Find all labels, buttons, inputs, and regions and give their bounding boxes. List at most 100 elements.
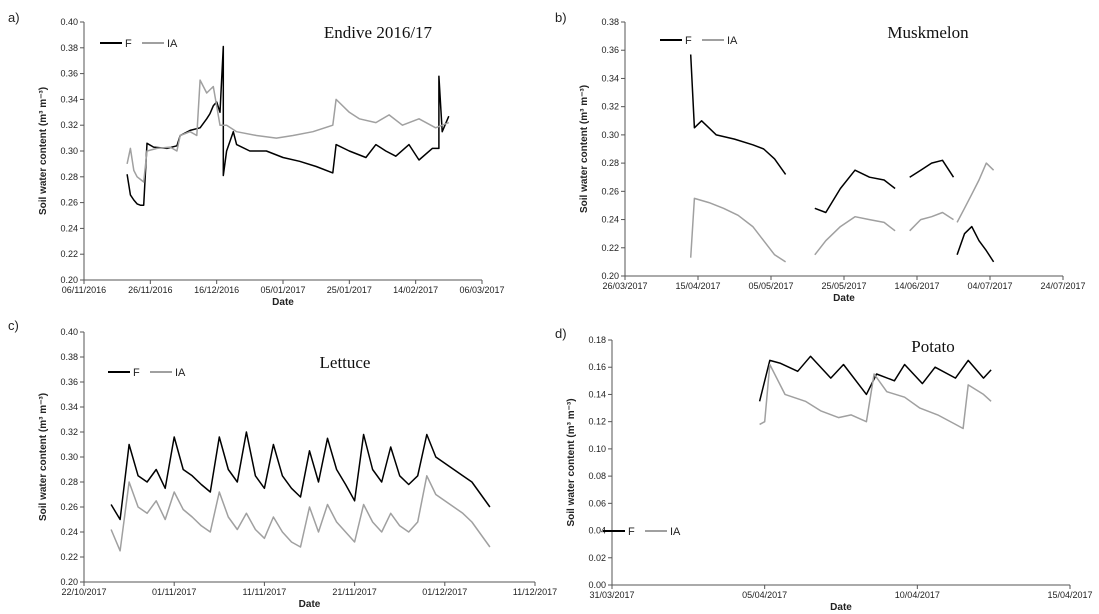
x-tick-label: 06/03/2017 bbox=[459, 285, 504, 295]
chart-title: Lettuce bbox=[320, 353, 371, 372]
y-tick-label: 0.36 bbox=[601, 45, 619, 55]
y-tick-label: 0.08 bbox=[588, 471, 606, 481]
panel-label: c) bbox=[8, 318, 19, 333]
y-tick-label: 0.28 bbox=[601, 158, 619, 168]
y-tick-label: 0.12 bbox=[588, 417, 606, 427]
x-tick-label: 25/01/2017 bbox=[327, 285, 372, 295]
y-tick-label: 0.24 bbox=[60, 223, 78, 233]
y-tick-label: 0.14 bbox=[588, 389, 606, 399]
legend-label-ia: IA bbox=[167, 38, 178, 50]
y-tick-label: 0.26 bbox=[60, 502, 78, 512]
series-line-f-seg-1 bbox=[689, 54, 787, 175]
y-tick-label: 0.38 bbox=[60, 43, 78, 53]
legend-label-f: F bbox=[133, 367, 140, 379]
y-axis-label: Soil water content (m³ m⁻³) bbox=[579, 85, 590, 213]
series-line-ia-seg-3 bbox=[909, 211, 954, 232]
y-tick-label: 0.38 bbox=[60, 352, 78, 362]
y-tick-label: 0.36 bbox=[60, 69, 78, 79]
series-line-ia-seg-1 bbox=[689, 197, 787, 263]
legend-label-ia: IA bbox=[175, 367, 186, 379]
y-tick-label: 0.34 bbox=[60, 94, 78, 104]
panel-label: d) bbox=[555, 326, 567, 341]
x-axis-label: Date bbox=[299, 599, 321, 610]
x-tick-label: 24/07/2017 bbox=[1040, 281, 1085, 291]
y-tick-label: 0.36 bbox=[60, 377, 78, 387]
series-line-f-seg-4 bbox=[956, 225, 995, 263]
y-tick-label: 0.28 bbox=[60, 477, 78, 487]
x-axis-label: Date bbox=[272, 297, 294, 308]
series-line-f bbox=[110, 431, 491, 521]
y-tick-label: 0.34 bbox=[60, 402, 78, 412]
x-tick-label: 06/11/2016 bbox=[62, 285, 106, 295]
y-tick-label: 0.20 bbox=[60, 577, 78, 587]
y-tick-label: 0.16 bbox=[588, 362, 606, 372]
y-tick-label: 0.10 bbox=[588, 444, 606, 454]
y-tick-label: 0.20 bbox=[601, 271, 619, 281]
legend-label-ia: IA bbox=[670, 526, 681, 538]
y-tick-label: 0.00 bbox=[588, 580, 606, 590]
chart-panel-1: a) 0.20 0.22 0.24 0.26 0.28 0.30 0.32 0.34 0.36 0.… bbox=[8, 10, 505, 308]
x-tick-label: 14/02/2017 bbox=[393, 285, 438, 295]
x-tick-label: 05/01/2017 bbox=[260, 285, 305, 295]
y-tick-label: 0.34 bbox=[601, 73, 619, 83]
y-tick-label: 0.32 bbox=[60, 120, 78, 130]
series-line-f-seg-3 bbox=[909, 159, 955, 178]
x-tick-label: 05/05/2017 bbox=[748, 281, 793, 291]
y-tick-label: 0.40 bbox=[60, 17, 78, 27]
chart-panel-4: d) 0.00 0.02 0.04 0.06 0.08 0.10 0.12 0.14 0.16 0.… bbox=[555, 326, 1093, 613]
x-tick-label: 26/03/2017 bbox=[602, 281, 647, 291]
y-tick-label: 0.02 bbox=[588, 553, 606, 563]
y-tick-label: 0.22 bbox=[60, 552, 78, 562]
y-tick-label: 0.26 bbox=[60, 198, 78, 208]
legend-label-ia: IA bbox=[727, 35, 738, 47]
chart-title: Endive 2016/17 bbox=[324, 23, 433, 42]
chart-panel-3: c) 0.20 0.22 0.24 0.26 0.28 0.30 0.32 0.34 0.36 0.… bbox=[8, 318, 557, 610]
y-tick-label: 0.24 bbox=[60, 527, 78, 537]
series-line-f bbox=[126, 45, 450, 206]
x-tick-label: 10/04/2017 bbox=[895, 590, 940, 600]
y-tick-label: 0.20 bbox=[60, 275, 78, 285]
x-tick-label: 16/12/2016 bbox=[194, 285, 239, 295]
chart-title: Muskmelon bbox=[887, 23, 969, 42]
y-tick-label: 0.30 bbox=[60, 452, 78, 462]
series-line-ia-seg-2 bbox=[814, 215, 896, 256]
panel-label: a) bbox=[8, 10, 20, 25]
x-tick-label: 14/06/2017 bbox=[894, 281, 939, 291]
series-line-ia-seg-4 bbox=[956, 162, 995, 223]
x-tick-label: 05/04/2017 bbox=[742, 590, 787, 600]
y-axis-label: Soil water content (m³ m⁻³) bbox=[38, 87, 49, 215]
x-tick-label: 26/11/2016 bbox=[128, 285, 172, 295]
chart-title: Potato bbox=[911, 337, 954, 356]
y-tick-label: 0.38 bbox=[601, 17, 619, 27]
x-tick-label: 31/03/2017 bbox=[589, 590, 634, 600]
y-tick-label: 0.28 bbox=[60, 172, 78, 182]
series-line-ia bbox=[759, 363, 992, 430]
x-tick-label: 15/04/2017 bbox=[1047, 590, 1092, 600]
x-tick-label: 01/11/2017 bbox=[152, 587, 196, 597]
y-tick-label: 0.04 bbox=[588, 526, 606, 536]
y-tick-label: 0.30 bbox=[60, 146, 78, 156]
x-tick-label: 15/04/2017 bbox=[675, 281, 720, 291]
series-line-f bbox=[758, 355, 992, 402]
x-tick-label: 11/12/2017 bbox=[513, 587, 557, 597]
y-tick-label: 0.22 bbox=[60, 249, 78, 259]
series-line-ia bbox=[126, 79, 450, 183]
legend-label-f: F bbox=[685, 35, 692, 47]
y-tick-label: 0.40 bbox=[60, 327, 78, 337]
x-tick-label: 22/10/2017 bbox=[61, 587, 106, 597]
y-axis-label: Soil water content (m³ m⁻³) bbox=[38, 393, 49, 521]
y-axis-label: Soil water content (m³ m⁻³) bbox=[566, 398, 577, 526]
series-line-f-seg-2 bbox=[814, 169, 896, 214]
x-tick-label: 04/07/2017 bbox=[967, 281, 1012, 291]
y-tick-label: 0.22 bbox=[601, 243, 619, 253]
y-tick-label: 0.30 bbox=[601, 130, 619, 140]
y-tick-label: 0.32 bbox=[601, 102, 619, 112]
y-tick-label: 0.32 bbox=[60, 427, 78, 437]
y-tick-label: 0.06 bbox=[588, 498, 606, 508]
y-tick-label: 0.18 bbox=[588, 335, 606, 345]
chart-panel-2: b) 0.20 0.22 0.24 0.26 0.28 0.30 0.32 0.34 0.36 0.… bbox=[555, 10, 1086, 304]
x-axis-label: Date bbox=[833, 293, 855, 304]
legend-label-f: F bbox=[628, 526, 635, 538]
panel-label: b) bbox=[555, 10, 567, 25]
